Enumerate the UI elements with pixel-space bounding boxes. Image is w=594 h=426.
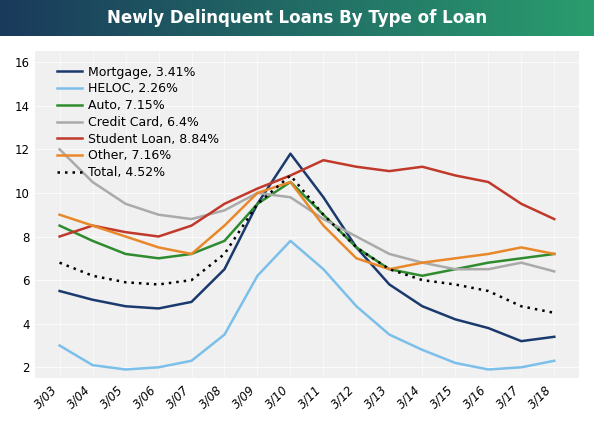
Legend: Mortgage, 3.41%, HELOC, 2.26%, Auto, 7.15%, Credit Card, 6.4%, Student Loan, 8.8: Mortgage, 3.41%, HELOC, 2.26%, Auto, 7.1… (52, 61, 225, 184)
Text: Newly Delinquent Loans By Type of Loan: Newly Delinquent Loans By Type of Loan (107, 9, 487, 27)
